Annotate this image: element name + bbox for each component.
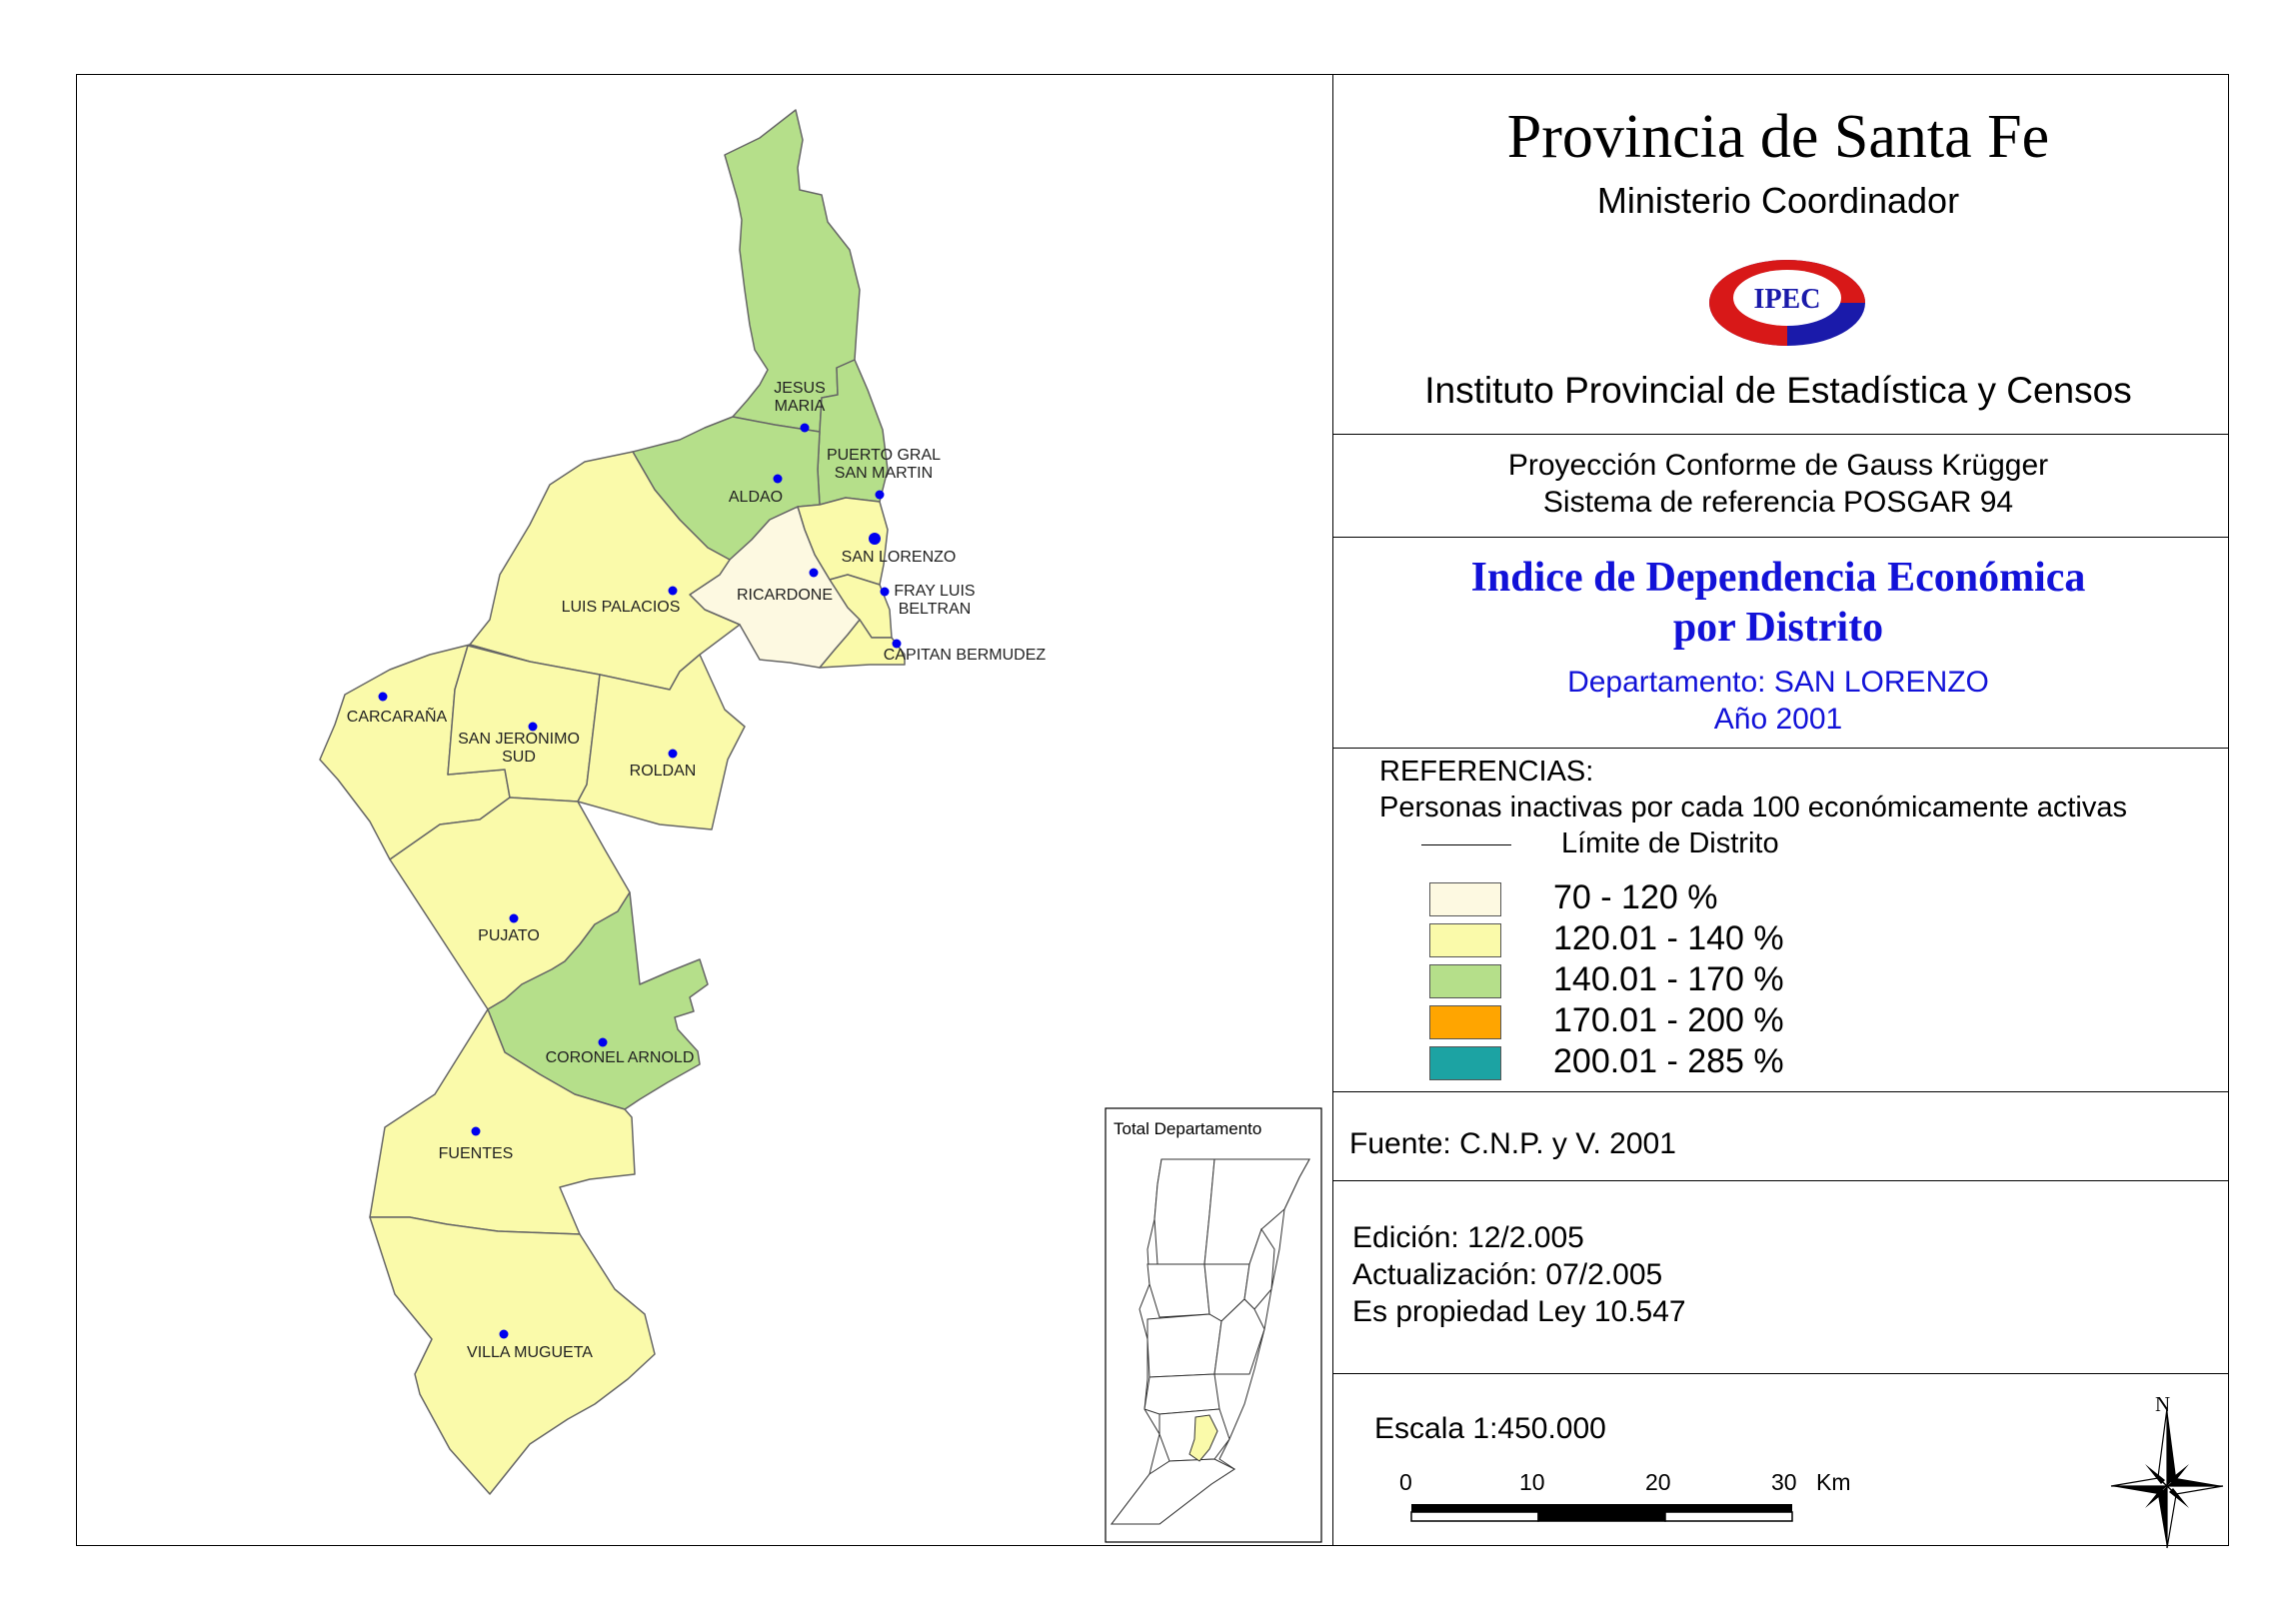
source-text: Fuente: C.N.P. y V. 2001 [1349,1127,1676,1160]
scale-tick-30: 30 [1771,1469,1797,1495]
boundary-label: Límite de Distrito [1561,827,1779,859]
district-marker-9 [528,722,538,732]
scale-unit: Km [1816,1469,1851,1495]
divider [1332,1180,2229,1181]
legend-label-1: 120.01 - 140 % [1553,919,1784,957]
district-marker-6 [892,639,902,649]
legend-swatch-1 [1429,923,1501,957]
inset-map: Total Departamento [1105,1107,1322,1543]
divider [1332,1091,2229,1092]
district-label-13-0: FUENTES [439,1145,514,1162]
legend-swatch-2 [1429,964,1501,998]
ipec-logo: IPEC [1707,258,1867,348]
district-label-11-0: PUJATO [478,927,540,944]
property-note: Es propiedad Ley 10.547 [1352,1295,1686,1328]
district-roldan[interactable] [577,654,746,830]
district-marker-7 [668,586,678,596]
logo-text: IPEC [1754,284,1821,315]
page-title: Provincia de Santa Fe [1506,103,2050,171]
district-label-0-0: JESUS [774,380,826,397]
map-frame [76,74,2229,1546]
legend-swatch-3 [1429,1005,1501,1039]
inset-title: Total Departamento [1114,1119,1261,1138]
district-fuentes[interactable] [369,1008,636,1235]
map-title-line2: por Distrito [1672,605,1884,651]
district-label-1-1: SAN MARTIN [835,465,933,482]
district-marker-14 [499,1329,509,1339]
legend-label-2: 140.01 - 170 % [1553,960,1784,998]
year-label: Año 2001 [1713,703,1843,736]
district-marker-3 [869,533,881,545]
reference-system: Sistema de referencia POSGAR 94 [1542,486,2014,519]
district-label-6-0: CAPITAN BERMUDEZ [884,647,1047,664]
district-marker-5 [880,587,890,597]
legend-swatch-0 [1429,882,1501,916]
district-label-9-0: SAN JERONIMO [458,731,580,748]
district-marker-13 [471,1126,481,1136]
divider [1332,1373,2229,1374]
district-label-9-1: SUD [502,749,536,766]
district-marker-4 [809,568,819,578]
district-label-2-0: ALDAO [729,489,783,506]
north-label: N [2155,1392,2171,1416]
district-marker-0 [800,423,810,433]
inset-san-lorenzo-highlight [1188,1414,1218,1462]
district-marker-1 [875,490,885,500]
legend-heading: REFERENCIAS: [1379,756,1594,788]
legend-label-4: 200.01 - 285 % [1553,1042,1784,1080]
district-label-14-0: VILLA MUGUETA [467,1344,593,1361]
district-marker-2 [773,474,783,484]
department-label: Departamento: SAN LORENZO [1567,666,1989,699]
district-marker-12 [598,1037,608,1047]
district-label-3-0: SAN LORENZO [842,549,957,566]
scale-tick-20: 20 [1645,1469,1671,1495]
district-label-4-0: RICARDONE [737,587,833,604]
district-luis-palacios[interactable] [469,451,741,691]
district-label-12-0: CORONEL ARNOLD [546,1049,695,1066]
district-label-8-0: CARCARAÑA [347,706,448,726]
district-marker-11 [509,913,519,923]
divider [1332,537,2229,538]
legend-label-3: 170.01 - 200 % [1553,1001,1784,1039]
scale-text: Escala 1:450.000 [1374,1412,1606,1445]
district-label-7-0: LUIS PALACIOS [562,599,681,616]
district-label-5-0: FRAY LUIS [894,583,975,600]
legend-label-0: 70 - 120 % [1553,878,1718,916]
projection-line: Proyección Conforme de Gauss Krügger [1507,449,2049,482]
legend-description: Personas inactivas por cada 100 económic… [1379,792,2127,823]
district-label-5-1: BELTRAN [899,601,972,618]
legend-swatch-4 [1429,1046,1501,1080]
district-coronel-arnold[interactable] [487,891,709,1110]
district-marker-10 [668,749,678,759]
update-date: Actualización: 07/2.005 [1352,1258,1663,1291]
ministry-name: Ministerio Coordinador [1596,180,1960,221]
north-arrow-icon [2110,1407,2224,1549]
boundary-line-icon [1421,844,1511,845]
scale-tick-10: 10 [1519,1469,1545,1495]
district-villa-mugueta[interactable] [369,1216,656,1495]
district-marker-8 [378,692,388,702]
divider [1332,434,2229,435]
edition-date: Edición: 12/2.005 [1352,1221,1584,1254]
district-label-10-0: ROLDAN [630,763,697,780]
district-label-0-1: MARIA [775,398,826,415]
map-title-line1: Indice de Dependencia Económica [1470,555,2086,601]
divider [1332,748,2229,749]
scale-tick-0: 0 [1399,1469,1412,1495]
scale-bar [1410,1504,1793,1522]
institute-name: Instituto Provincial de Estadística y Ce… [1424,370,2132,411]
district-label-1-0: PUERTO GRAL [827,447,941,464]
